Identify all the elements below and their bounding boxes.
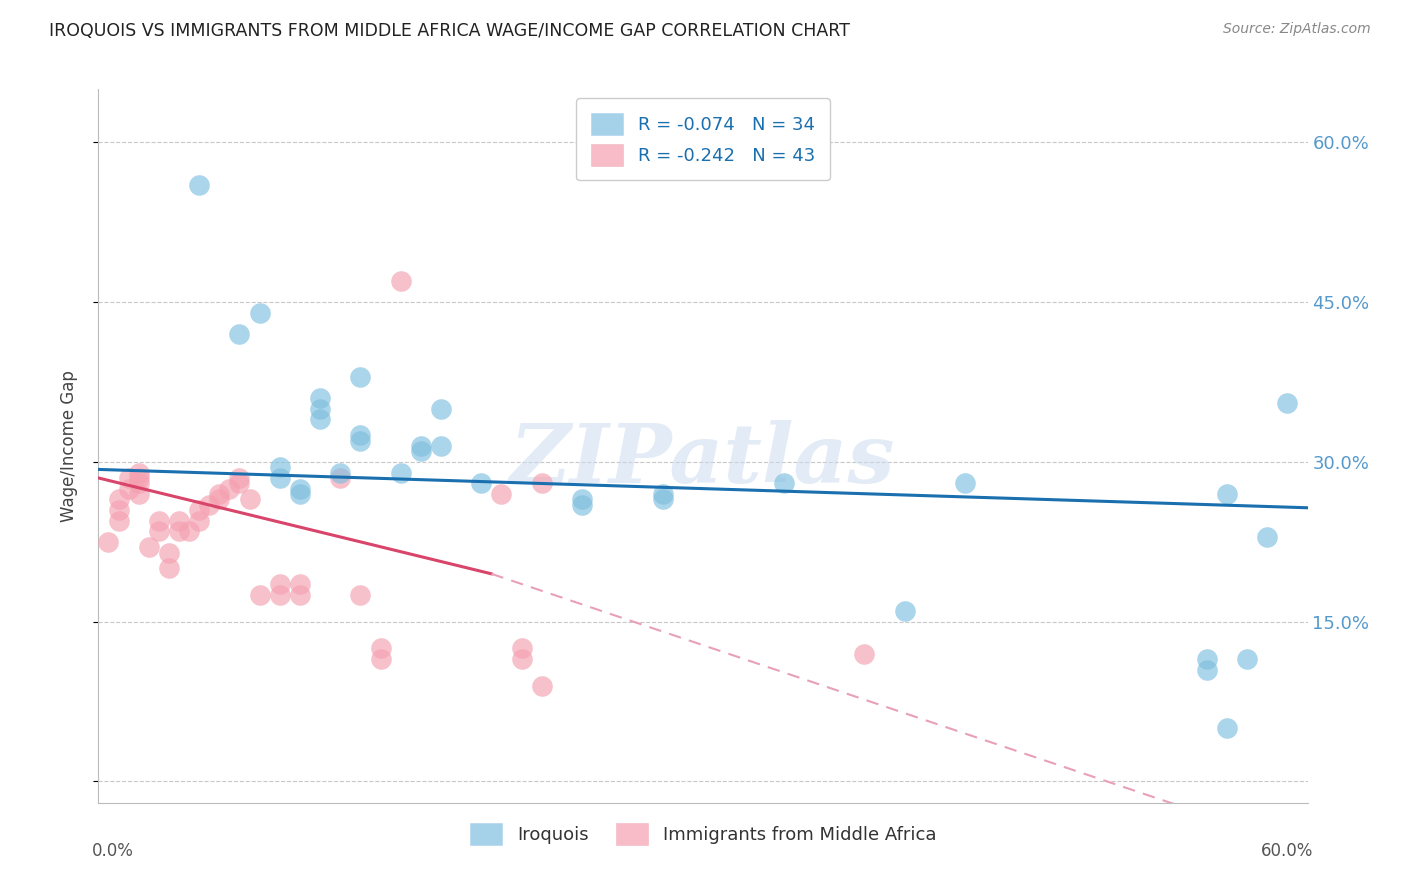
Point (409, 444, 432, 458)
Text: Source: ZipAtlas.com: Source: ZipAtlas.com (1223, 22, 1371, 37)
Point (228, 327, 250, 342)
Point (269, 577, 291, 591)
Point (107, 492, 129, 507)
Text: 60.0%: 60.0% (1261, 842, 1313, 860)
Point (510, 652, 533, 666)
Point (329, 466, 352, 480)
Point (1236, 652, 1258, 666)
Point (349, 588, 371, 602)
Point (470, 476, 492, 491)
Point (269, 471, 291, 485)
Point (772, 476, 794, 491)
Point (370, 652, 392, 666)
Point (128, 471, 150, 485)
Point (409, 439, 432, 453)
Text: IROQUOIS VS IMMIGRANTS FROM MIDDLE AFRICA WAGE/INCOME GAP CORRELATION CHART: IROQUOIS VS IMMIGRANTS FROM MIDDLE AFRIC… (49, 22, 851, 40)
Point (269, 588, 291, 602)
Point (288, 588, 311, 602)
Point (1256, 529, 1278, 543)
Legend: Iroquois, Immigrants from Middle Africa: Iroquois, Immigrants from Middle Africa (461, 814, 945, 855)
Point (571, 498, 593, 512)
Point (118, 471, 141, 485)
Point (167, 524, 190, 539)
Point (1216, 721, 1239, 735)
Point (188, 178, 211, 192)
Point (309, 391, 332, 405)
Point (370, 641, 392, 656)
Point (208, 487, 231, 501)
Point (148, 524, 170, 539)
Point (228, 476, 250, 491)
Text: ZIPatlas: ZIPatlas (510, 420, 896, 500)
Y-axis label: Wage/Income Gap: Wage/Income Gap (59, 370, 77, 522)
Point (510, 641, 533, 656)
Text: 0.0%: 0.0% (93, 842, 134, 860)
Point (953, 476, 976, 491)
Point (389, 274, 412, 288)
Point (571, 492, 593, 507)
Point (288, 487, 311, 501)
Point (157, 545, 180, 559)
Point (188, 514, 211, 528)
Point (269, 460, 291, 475)
Point (198, 498, 221, 512)
Point (1277, 396, 1299, 410)
Point (349, 434, 371, 448)
Point (1195, 652, 1218, 666)
Point (97, 534, 120, 549)
Point (188, 503, 211, 517)
Point (651, 492, 673, 507)
Point (530, 679, 553, 693)
Point (118, 482, 141, 496)
Point (128, 476, 150, 491)
Point (179, 524, 201, 539)
Point (239, 492, 262, 507)
Point (228, 471, 250, 485)
Point (128, 487, 150, 501)
Point (1216, 487, 1239, 501)
Point (288, 482, 311, 496)
Point (107, 503, 129, 517)
Point (349, 428, 371, 442)
Point (893, 604, 915, 618)
Point (249, 306, 271, 320)
Point (157, 561, 180, 575)
Point (249, 588, 271, 602)
Point (288, 577, 311, 591)
Point (148, 514, 170, 528)
Point (430, 439, 453, 453)
Point (309, 412, 332, 426)
Point (128, 466, 150, 480)
Point (530, 476, 553, 491)
Point (491, 487, 513, 501)
Point (853, 647, 876, 661)
Point (329, 471, 352, 485)
Point (218, 482, 240, 496)
Point (349, 369, 371, 384)
Point (651, 487, 673, 501)
Point (389, 466, 412, 480)
Point (1195, 663, 1218, 677)
Point (309, 401, 332, 416)
Point (430, 401, 453, 416)
Point (208, 492, 231, 507)
Point (138, 540, 160, 554)
Point (107, 514, 129, 528)
Point (167, 514, 190, 528)
